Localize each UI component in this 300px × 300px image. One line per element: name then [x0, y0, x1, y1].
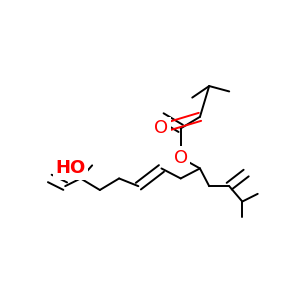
- Text: O: O: [174, 149, 188, 167]
- Text: HO: HO: [56, 159, 86, 177]
- Text: O: O: [154, 119, 169, 137]
